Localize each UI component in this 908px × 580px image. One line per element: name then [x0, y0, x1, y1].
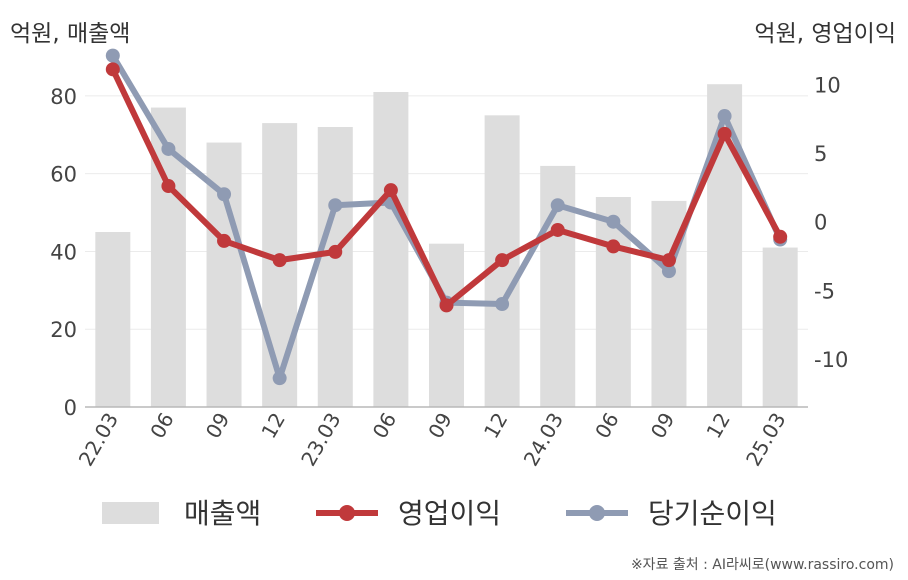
- point-영업이익: [161, 179, 176, 194]
- right-axis-unit: 억원, 영업이익: [754, 21, 896, 47]
- legend-label-당기순이익: 당기순이익: [648, 497, 777, 530]
- point-영업이익: [550, 222, 565, 237]
- x-tick-label: 12: [256, 409, 290, 443]
- point-당기순이익: [661, 264, 676, 279]
- point-영업이익: [272, 253, 287, 268]
- point-당기순이익: [272, 371, 287, 386]
- x-tick-label: 09: [201, 409, 235, 443]
- point-당기순이익: [495, 297, 510, 312]
- x-tick-label: 06: [590, 409, 624, 443]
- bar-매출액: [373, 92, 409, 407]
- point-영업이익: [328, 244, 343, 259]
- legend-label-매출액: 매출액: [184, 497, 261, 530]
- right-tick-label: 0: [814, 211, 827, 235]
- left-tick-label: 80: [50, 85, 77, 109]
- point-당기순이익: [606, 214, 621, 229]
- legend-marker-영업이익: [339, 505, 355, 521]
- right-tick-label: 5: [814, 142, 827, 166]
- right-tick-label: 10: [814, 73, 841, 97]
- left-tick-label: 0: [64, 396, 77, 420]
- x-tick-label: 24.03: [519, 409, 568, 471]
- point-영업이익: [661, 253, 676, 268]
- point-당기순이익: [217, 187, 232, 202]
- x-tick-label: 09: [646, 409, 680, 443]
- point-당기순이익: [550, 198, 565, 213]
- point-당기순이익: [717, 109, 732, 124]
- point-영업이익: [773, 229, 788, 244]
- point-영업이익: [717, 126, 732, 141]
- point-영업이익: [383, 183, 398, 198]
- point-영업이익: [495, 253, 510, 268]
- left-tick-label: 40: [50, 240, 77, 264]
- legend-label-영업이익: 영업이익: [398, 497, 501, 530]
- point-영업이익: [439, 298, 454, 313]
- point-영업이익: [105, 62, 120, 77]
- x-tick-label: 25.03: [741, 409, 790, 471]
- right-tick-label: -5: [814, 279, 835, 303]
- x-tick-label: 06: [368, 409, 402, 443]
- x-tick-label: 09: [423, 409, 457, 443]
- x-tick-label: 12: [479, 408, 513, 442]
- x-tick-label: 12: [701, 409, 735, 443]
- source-credit: ※자료 출처 : AI라씨로(www.rassiro.com): [630, 557, 894, 573]
- left-axis-unit: 억원, 매출액: [10, 21, 131, 47]
- bar-매출액: [317, 127, 353, 407]
- point-당기순이익: [105, 48, 120, 63]
- legend-swatch-매출액: [102, 502, 159, 524]
- point-당기순이익: [161, 141, 176, 156]
- left-tick-label: 60: [50, 163, 77, 187]
- bar-매출액: [95, 232, 131, 407]
- point-당기순이익: [328, 198, 343, 213]
- left-tick-label: 20: [50, 318, 77, 342]
- x-tick-label: 22.03: [74, 409, 123, 471]
- point-영업이익: [217, 233, 232, 248]
- right-tick-label: -10: [814, 348, 848, 372]
- x-tick-label: 06: [145, 409, 179, 443]
- bar-매출액: [429, 243, 464, 407]
- point-영업이익: [606, 239, 621, 254]
- x-tick-label: 23.03: [296, 409, 345, 471]
- bar-매출액: [762, 247, 798, 407]
- legend-marker-당기순이익: [589, 505, 605, 521]
